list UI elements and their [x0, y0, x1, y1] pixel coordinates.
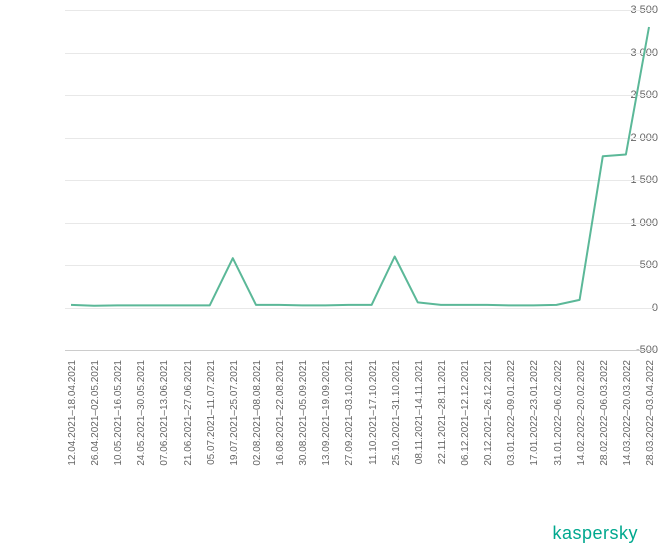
x-tick-label: 08.11.2021–14.11.2021: [414, 360, 425, 464]
x-tick-label: 14.03.2022–20.03.2022: [622, 360, 633, 466]
x-tick-label: 17.01.2022–23.01.2022: [529, 360, 540, 466]
x-tick-label: 11.10.2021–17.10.2021: [368, 360, 379, 465]
x-tick-label: 28.02.2022–06.03.2022: [599, 360, 610, 466]
x-tick-label: 30.08.2021–05.09.2021: [298, 360, 309, 466]
series-line: [71, 27, 649, 306]
x-tick-label: 03.01.2022–09.01.2022: [506, 360, 517, 466]
x-tick-label: 31.01.2022–06.02.2022: [553, 360, 564, 466]
x-tick-label: 12.04.2021–18.04.2021: [67, 360, 78, 466]
x-tick-label: 06.12.2021–12.12.2021: [460, 360, 471, 466]
x-tick-label: 13.09.2021–19.09.2021: [321, 360, 332, 466]
x-tick-label: 19.07.2021–25.07.2021: [229, 360, 240, 466]
x-tick-label: 05.07.2021–11.07.2021: [206, 360, 217, 465]
x-tick-label: 02.08.2021–08.08.2021: [252, 360, 263, 466]
line-chart: -50005001 0001 5002 0002 5003 0003 500 1…: [10, 10, 658, 500]
x-tick-label: 10.05.2021–16.05.2021: [113, 360, 124, 466]
x-tick-label: 24.05.2021–30.05.2021: [136, 360, 147, 466]
brand-text: kaspersky: [552, 523, 638, 543]
x-tick-label: 21.06.2021–27.06.2021: [183, 360, 194, 466]
x-tick-label: 14.02.2022–20.02.2022: [576, 360, 587, 466]
x-tick-label: 07.06.2021–13.06.2021: [159, 360, 170, 466]
x-tick-label: 22.11.2021–28.11.2021: [437, 360, 448, 464]
x-tick-label: 16.08.2021–22.08.2021: [275, 360, 286, 466]
x-tick-label: 25.10.2021–31.10.2021: [391, 360, 402, 466]
brand-logo: kaspersky: [552, 523, 638, 544]
x-tick-label: 28.03.2022–03.04.2022: [645, 360, 656, 466]
x-tick-label: 20.12.2021–26.12.2021: [483, 360, 494, 466]
chart-line: [10, 10, 660, 355]
x-tick-label: 27.09.2021–03.10.2021: [344, 360, 355, 466]
x-tick-label: 26.04.2021–02.05.2021: [90, 360, 101, 466]
